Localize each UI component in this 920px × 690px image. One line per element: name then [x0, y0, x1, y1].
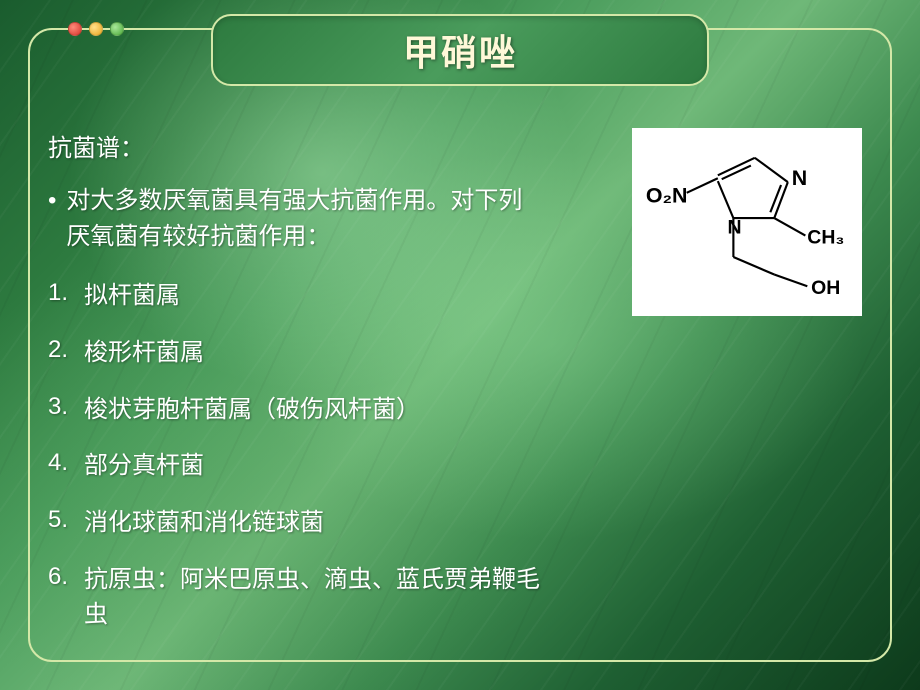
list-number: 2. [48, 336, 76, 364]
nitrogen-label-1: N [792, 166, 807, 190]
list-text: 梭状芽胞杆菌属（破伤风杆菌） [84, 393, 420, 428]
methyl-label: CH₃ [807, 226, 844, 248]
list-item: 6. 抗原虫：阿米巴原虫、滴虫、蓝氏贾弟鞭毛虫 [48, 563, 872, 633]
slide-title: 甲硝唑 [403, 24, 517, 76]
list-number: 1. [48, 279, 76, 307]
list-text: 消化球菌和消化链球菌 [84, 506, 324, 541]
list-text: 部分真杆菌 [84, 449, 204, 484]
list-number: 3. [48, 393, 76, 421]
list-number: 4. [48, 449, 76, 477]
list-text: 梭形杆菌属 [84, 336, 204, 371]
yellow-light-icon [89, 22, 103, 36]
nitro-label: O₂N [646, 184, 688, 208]
list-text: 拟杆菌属 [84, 279, 180, 314]
window-controls [68, 22, 124, 36]
bullet-icon: • [48, 183, 56, 219]
title-box: 甲硝唑 [211, 14, 709, 86]
hydroxyl-label: OH [811, 277, 840, 299]
red-light-icon [68, 22, 82, 36]
list-item: 5. 消化球菌和消化链球菌 [48, 506, 872, 541]
list-text: 抗原虫：阿米巴原虫、滴虫、蓝氏贾弟鞭毛虫 [84, 563, 554, 633]
list-item: 3. 梭状芽胞杆菌属（破伤风杆菌） [48, 393, 872, 428]
molecule-diagram: O₂N N N CH₃ OH [632, 128, 862, 316]
nitrogen-label-2: N [728, 217, 742, 239]
green-light-icon [110, 22, 124, 36]
list-number: 6. [48, 563, 76, 591]
list-item: 2. 梭形杆菌属 [48, 336, 872, 371]
list-item: 4. 部分真杆菌 [48, 449, 872, 484]
intro-text: 对大多数厌氧菌具有强大抗菌作用。对下列厌氧菌有较好抗菌作用： [66, 183, 528, 255]
list-number: 5. [48, 506, 76, 534]
intro-bullet: • 对大多数厌氧菌具有强大抗菌作用。对下列厌氧菌有较好抗菌作用： [48, 183, 528, 255]
